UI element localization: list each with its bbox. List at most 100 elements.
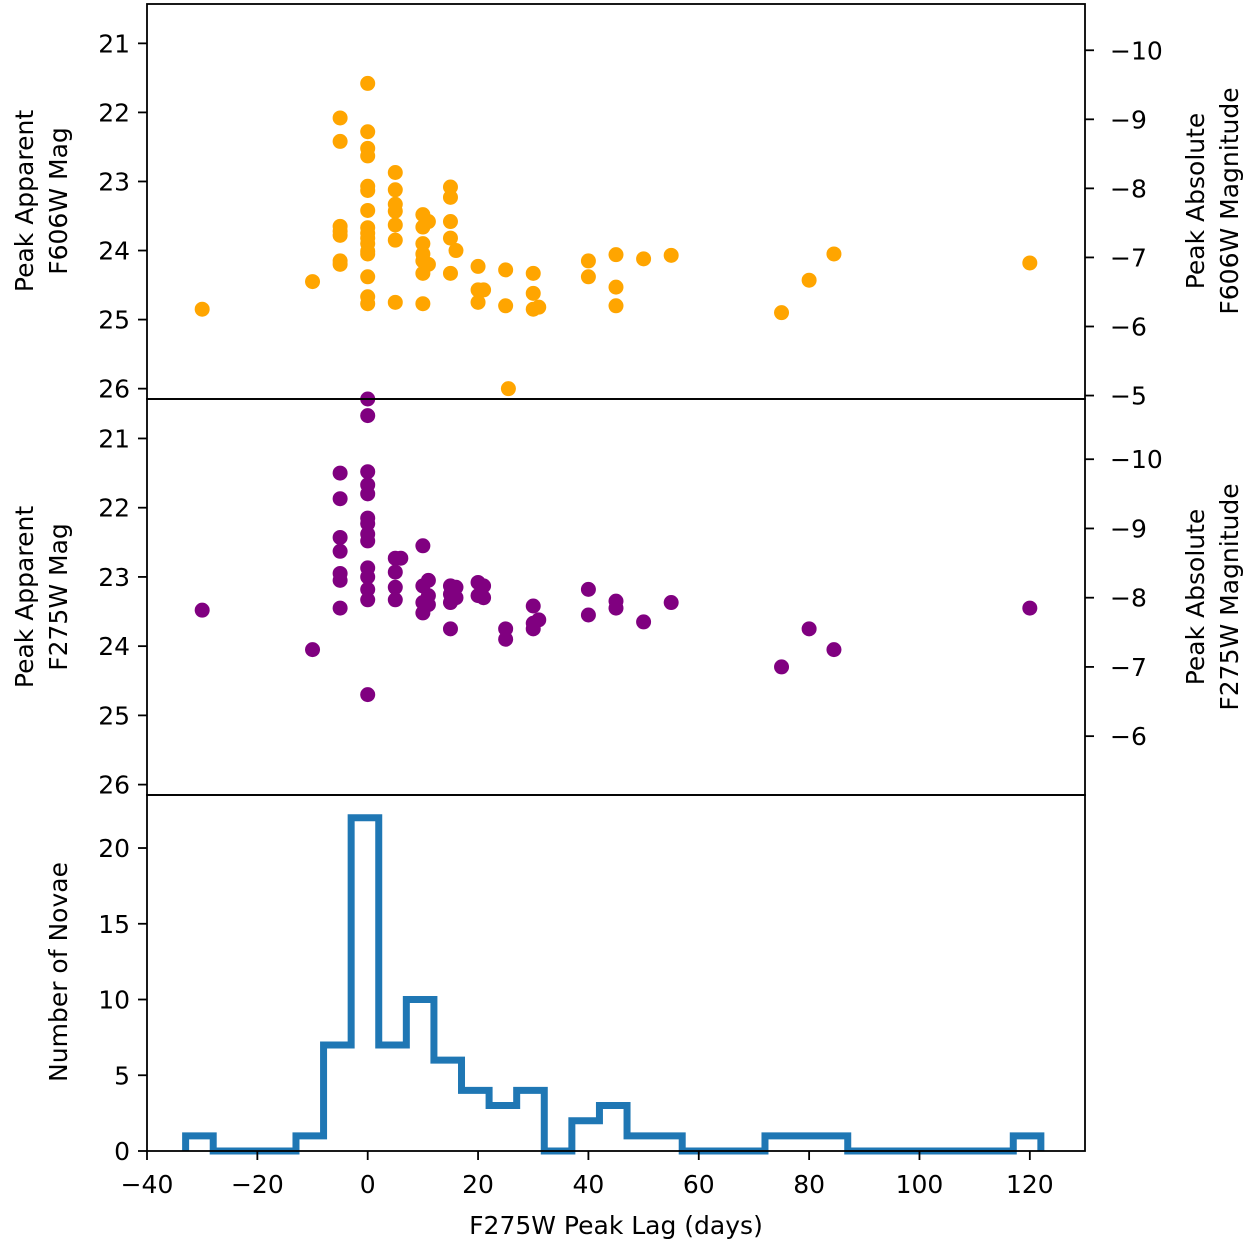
- f275w-point: [360, 408, 376, 424]
- f275w-point: [448, 579, 464, 595]
- f275w-point: [332, 491, 348, 507]
- y-tick-label: 22: [98, 494, 130, 523]
- f606w-point: [387, 165, 403, 180]
- f275w-point: [608, 600, 624, 616]
- y-tick-label: 15: [98, 910, 130, 939]
- y-tick-label: 25: [98, 306, 130, 335]
- f275w-point: [525, 598, 541, 614]
- f606w-point: [636, 251, 652, 267]
- f606w-point: [360, 246, 376, 262]
- f275w-point: [498, 621, 514, 637]
- right-y-tick-label: −6: [1110, 722, 1147, 751]
- f606w-point: [387, 232, 403, 248]
- f275w-point: [531, 612, 547, 628]
- f275w-point: [332, 600, 348, 616]
- f275w-point: [360, 687, 376, 703]
- f606w-point: [442, 179, 458, 195]
- right-y-tick-label: −8: [1110, 584, 1147, 613]
- f606w-point: [415, 296, 431, 312]
- histogram-axes-frame: [146, 794, 1086, 1152]
- f606w-ylabel-line2: F606W Mag: [44, 127, 73, 275]
- right-y-tick-label: −8: [1110, 174, 1147, 203]
- lag-histogram-panel: 0 5 10 15 20 −40 −20 0 20 40 60 80 100 120 Number of…: [44, 814, 1054, 1240]
- f606w-scatter-panel: 21 22 23 24 25 26 −10 −9 −8 −7 −6 −5 Peak Apparent…: [10, 29, 1244, 410]
- f606w-point: [360, 124, 376, 140]
- y-tick-label: 24: [98, 632, 130, 661]
- f275w-point: [420, 597, 436, 613]
- f275w-ylabel-line1: Peak Apparent: [10, 506, 39, 688]
- histogram-step-line: [182, 814, 1045, 1155]
- y-tick-label: 22: [98, 98, 130, 127]
- f606w-point: [608, 247, 624, 263]
- f275w-point: [420, 572, 436, 588]
- f606w-point: [476, 282, 492, 298]
- y-tick-label: 5: [114, 1061, 130, 1090]
- f606w-right-y-ticks: −10 −9 −8 −7 −6 −5: [1085, 36, 1163, 411]
- f606w-point: [498, 262, 514, 278]
- x-tick-label: 60: [683, 1170, 715, 1199]
- f606w-point: [498, 298, 514, 314]
- f275w-scatter-panel: 21 22 23 24 25 26 −10 −9 −8 −7 −6 Peak Apparent F…: [10, 391, 1244, 800]
- f606w-points: [194, 75, 1038, 397]
- f606w-point: [415, 236, 431, 252]
- x-tick-label: 0: [360, 1170, 376, 1199]
- f275w-point: [360, 516, 376, 532]
- f275w-point: [826, 642, 842, 658]
- f606w-point: [608, 298, 624, 314]
- f275w-point: [360, 569, 376, 585]
- f275w-point: [332, 543, 348, 559]
- f275w-point: [801, 621, 817, 637]
- f275w-point: [636, 614, 652, 630]
- f606w-point: [525, 285, 541, 301]
- f606w-point: [420, 214, 436, 230]
- f275w-point: [194, 602, 210, 618]
- y-tick-label: 23: [98, 167, 130, 196]
- f275w-point: [415, 538, 431, 554]
- f275w-point: [332, 572, 348, 588]
- f606w-point: [387, 203, 403, 219]
- x-tick-label: 40: [573, 1170, 605, 1199]
- right-y-tick-label: −6: [1110, 312, 1147, 341]
- f606w-point: [420, 256, 436, 272]
- f275w-point: [663, 595, 679, 611]
- x-tick-label: 120: [1006, 1170, 1054, 1199]
- f606w-point: [1022, 255, 1038, 271]
- f606w-point: [442, 230, 458, 246]
- x-tick-label: −20: [231, 1170, 284, 1199]
- f275w-point: [387, 592, 403, 608]
- f275w-point: [387, 579, 403, 595]
- f606w-point: [360, 75, 376, 91]
- right-y-tick-label: −10: [1110, 445, 1163, 474]
- f606w-point: [448, 243, 464, 259]
- f275w-point: [305, 642, 321, 658]
- f606w-right-ylabel-line2: F606W Magnitude: [1215, 87, 1244, 314]
- f606w-point: [387, 217, 403, 233]
- f606w-point: [580, 269, 596, 285]
- y-tick-label: 24: [98, 237, 130, 266]
- f606w-point: [470, 258, 486, 274]
- f275w-point: [476, 590, 492, 606]
- f606w-axes-frame: [146, 3, 1086, 400]
- x-tick-label: 20: [462, 1170, 494, 1199]
- f606w-point: [332, 133, 348, 149]
- f275w-point: [360, 592, 376, 608]
- f275w-point: [774, 659, 790, 675]
- f606w-point: [360, 296, 376, 312]
- y-tick-label: 23: [98, 563, 130, 592]
- f275w-ylabel-line2: F275W Mag: [44, 523, 73, 671]
- f606w-point: [774, 305, 790, 321]
- f275w-point: [332, 529, 348, 545]
- f606w-point: [360, 269, 376, 285]
- f606w-point: [442, 189, 458, 205]
- f275w-right-ylabel-line2: F275W Magnitude: [1215, 483, 1244, 710]
- f606w-point: [608, 279, 624, 295]
- y-tick-label: 21: [98, 29, 130, 58]
- right-y-tick-label: −5: [1110, 382, 1147, 411]
- y-tick-label: 0: [114, 1137, 130, 1166]
- f275w-points: [194, 391, 1038, 703]
- y-tick-label: 25: [98, 701, 130, 730]
- f606w-point: [194, 301, 210, 317]
- f606w-point: [801, 272, 817, 288]
- f606w-point: [332, 227, 348, 243]
